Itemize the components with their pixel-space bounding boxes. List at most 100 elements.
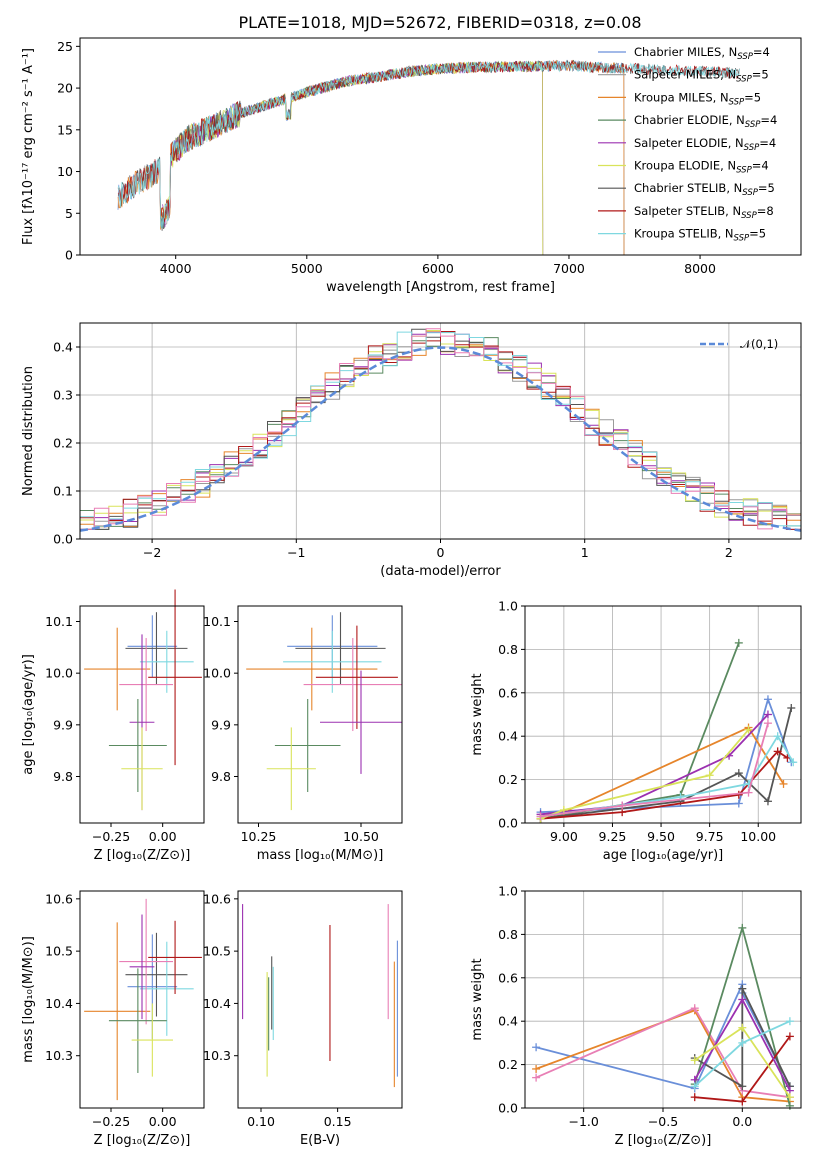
x-tick-label: 0.0 [732,1114,752,1129]
x-tick-label: 9.75 [696,829,724,844]
y-tick-label: 5 [65,206,73,221]
x-tick-label: 6000 [422,261,454,276]
y-tick-label: 20 [57,81,73,96]
panel-residuals: −2 −1 0 1 2 0.0 0.1 0.2 0.3 0.4 (data-model)/error… [21,322,802,579]
legend-label: Salpeter MILES, NSSP=5 [634,68,769,85]
y-tick-label: 0 [65,248,73,263]
legend-label: Chabrier STELIB, NSSP=5 [634,181,775,198]
y-tick-label: 10.6 [45,891,73,906]
y-tick-label: 10.1 [45,614,73,629]
y-tick-label: 10.3 [45,1048,73,1063]
y-axis-label: age [log₁₀(age/yr)] [21,654,36,775]
x-tick-label: 0.00 [149,829,177,844]
y-tick-label: 0.4 [498,729,518,744]
legend-value: =4 [752,159,769,173]
legend-sub: SSP [736,75,752,85]
y-tick-label: 9.8 [53,769,73,784]
y-tick-label: 10.4 [45,996,73,1011]
y-tick-label: 0.1 [53,484,73,499]
legend-sub: SSP [729,97,745,107]
x-tick-label: −1.0 [569,1114,599,1129]
legend-sub: SSP [744,143,760,153]
axes-frame [237,605,403,824]
legend-value: =5 [744,90,761,104]
y-tick-label: 9.8 [211,769,231,784]
axes-frame [79,890,205,1109]
legend-sub: SSP [741,211,757,221]
x-axis-label: (data-model)/error [380,564,501,579]
panel-age_vs_Z: −0.25 0.00 9.8 9.9 10.0 10.1 Z [log₁₀(Z/Z⊙)] ag… [21,589,205,863]
figure-title: PLATE=1018, MJD=52672, FIBERID=0318, z=0… [238,13,641,32]
x-tick-label: −2 [143,545,161,560]
legend-value: =5 [758,181,775,195]
x-axis-label: age [log₁₀(age/yr)] [603,848,724,863]
y-tick-label: 15 [57,122,73,137]
y-tick-label: 10 [57,164,73,179]
x-tick-label: 0 [437,545,445,560]
panel-age_vs_mass: 10.25 10.50 9.8 9.9 10.0 10.1 mass [log₁₀(M/M⊙… [203,605,403,863]
y-axis-label: mass weight [470,958,485,1040]
legend-value: =5 [752,68,769,82]
x-tick-label: 0.10 [247,1114,275,1129]
x-tick-label: −1 [287,545,305,560]
panel-mass_vs_Z: −0.25 0.00 10.3 10.4 10.5 10.6 Z [log₁₀(Z/Z⊙)]… [21,890,205,1148]
legend-sub: SSP [745,120,761,130]
x-tick-label: 4000 [160,261,192,276]
panel-spectrum: 4000 5000 6000 7000 8000 0 5 10 15 20 25 wavelength… [21,37,802,295]
histogram-series [80,328,801,530]
weight-series [694,988,791,1088]
x-tick-label: 0.15 [324,1114,352,1129]
y-tick-label: 0.6 [498,685,518,700]
x-tick-label: −0.25 [92,1114,130,1129]
legend-value: =5 [749,227,766,241]
y-tick-label: 0.4 [53,340,73,355]
x-tick-label: −0.25 [92,829,130,844]
x-axis-label: Z [log₁₀(Z/Z⊙)] [94,1133,191,1148]
x-axis-label: Z [log₁₀(Z/Z⊙)] [94,848,191,863]
axes-frame [79,37,802,256]
histogram-series [80,328,801,530]
legend-label: 𝒩(0,1) [740,337,778,351]
axes-frame [79,322,802,540]
y-axis-label: Normed distribution [21,366,36,496]
x-tick-label: 2 [725,545,733,560]
spectrum-series [117,59,625,255]
y-tick-label: 10.5 [45,944,73,959]
panel-weight_vs_Z: −1.0 −0.5 0.0 0.0 0.2 0.4 0.6 0.8 1.0 Z [log₁₀(Z/… [470,884,802,1148]
legend-label: Kroupa ELODIE, NSSP=4 [634,159,769,176]
spectrum-series [162,60,544,255]
x-axis-label: Z [log₁₀(Z/Z⊙)] [615,1133,712,1148]
x-tick-label: 10.00 [740,829,776,844]
y-tick-label: 0.0 [498,1101,518,1116]
y-tick-label: 0.2 [498,772,518,787]
y-tick-label: 0.0 [53,532,73,547]
y-tick-label: 0.0 [498,816,518,831]
y-axis-label: mass weight [470,673,485,755]
y-tick-label: 0.8 [498,927,518,942]
y-tick-label: 1.0 [498,884,518,899]
x-tick-label: 7000 [553,261,585,276]
spectrum-series [117,59,740,229]
y-tick-label: 0.8 [498,642,518,657]
legend-label: Chabrier ELODIE, NSSP=4 [634,113,777,130]
legend-value: =4 [760,113,777,127]
spectrum-series [117,59,625,255]
y-tick-label: 9.9 [53,717,73,732]
x-tick-label: 5000 [291,261,323,276]
legend-value: =8 [757,204,774,218]
spectrum-series [117,59,625,255]
y-tick-label: 10.4 [203,996,231,1011]
legend-sub: SSP [736,166,752,176]
axes-frame [237,890,403,1109]
axes-frame [524,605,802,824]
weight-series [535,1009,790,1103]
legend-sub: SSP [737,52,753,62]
panel-weight_vs_age: 9.00 9.25 9.50 9.75 10.00 0.0 0.2 0.4 0.6 0.8 1.0 a… [470,599,802,863]
legend-sub: SSP [742,188,758,198]
plot-layer: 4000 5000 6000 7000 80000510152025wavelength… [21,37,802,1148]
y-tick-label: 0.2 [498,1057,518,1072]
x-tick-label: 9.50 [647,829,675,844]
legend-value: =4 [759,136,776,150]
y-tick-label: 10.0 [45,666,73,681]
weight-series [540,707,793,820]
